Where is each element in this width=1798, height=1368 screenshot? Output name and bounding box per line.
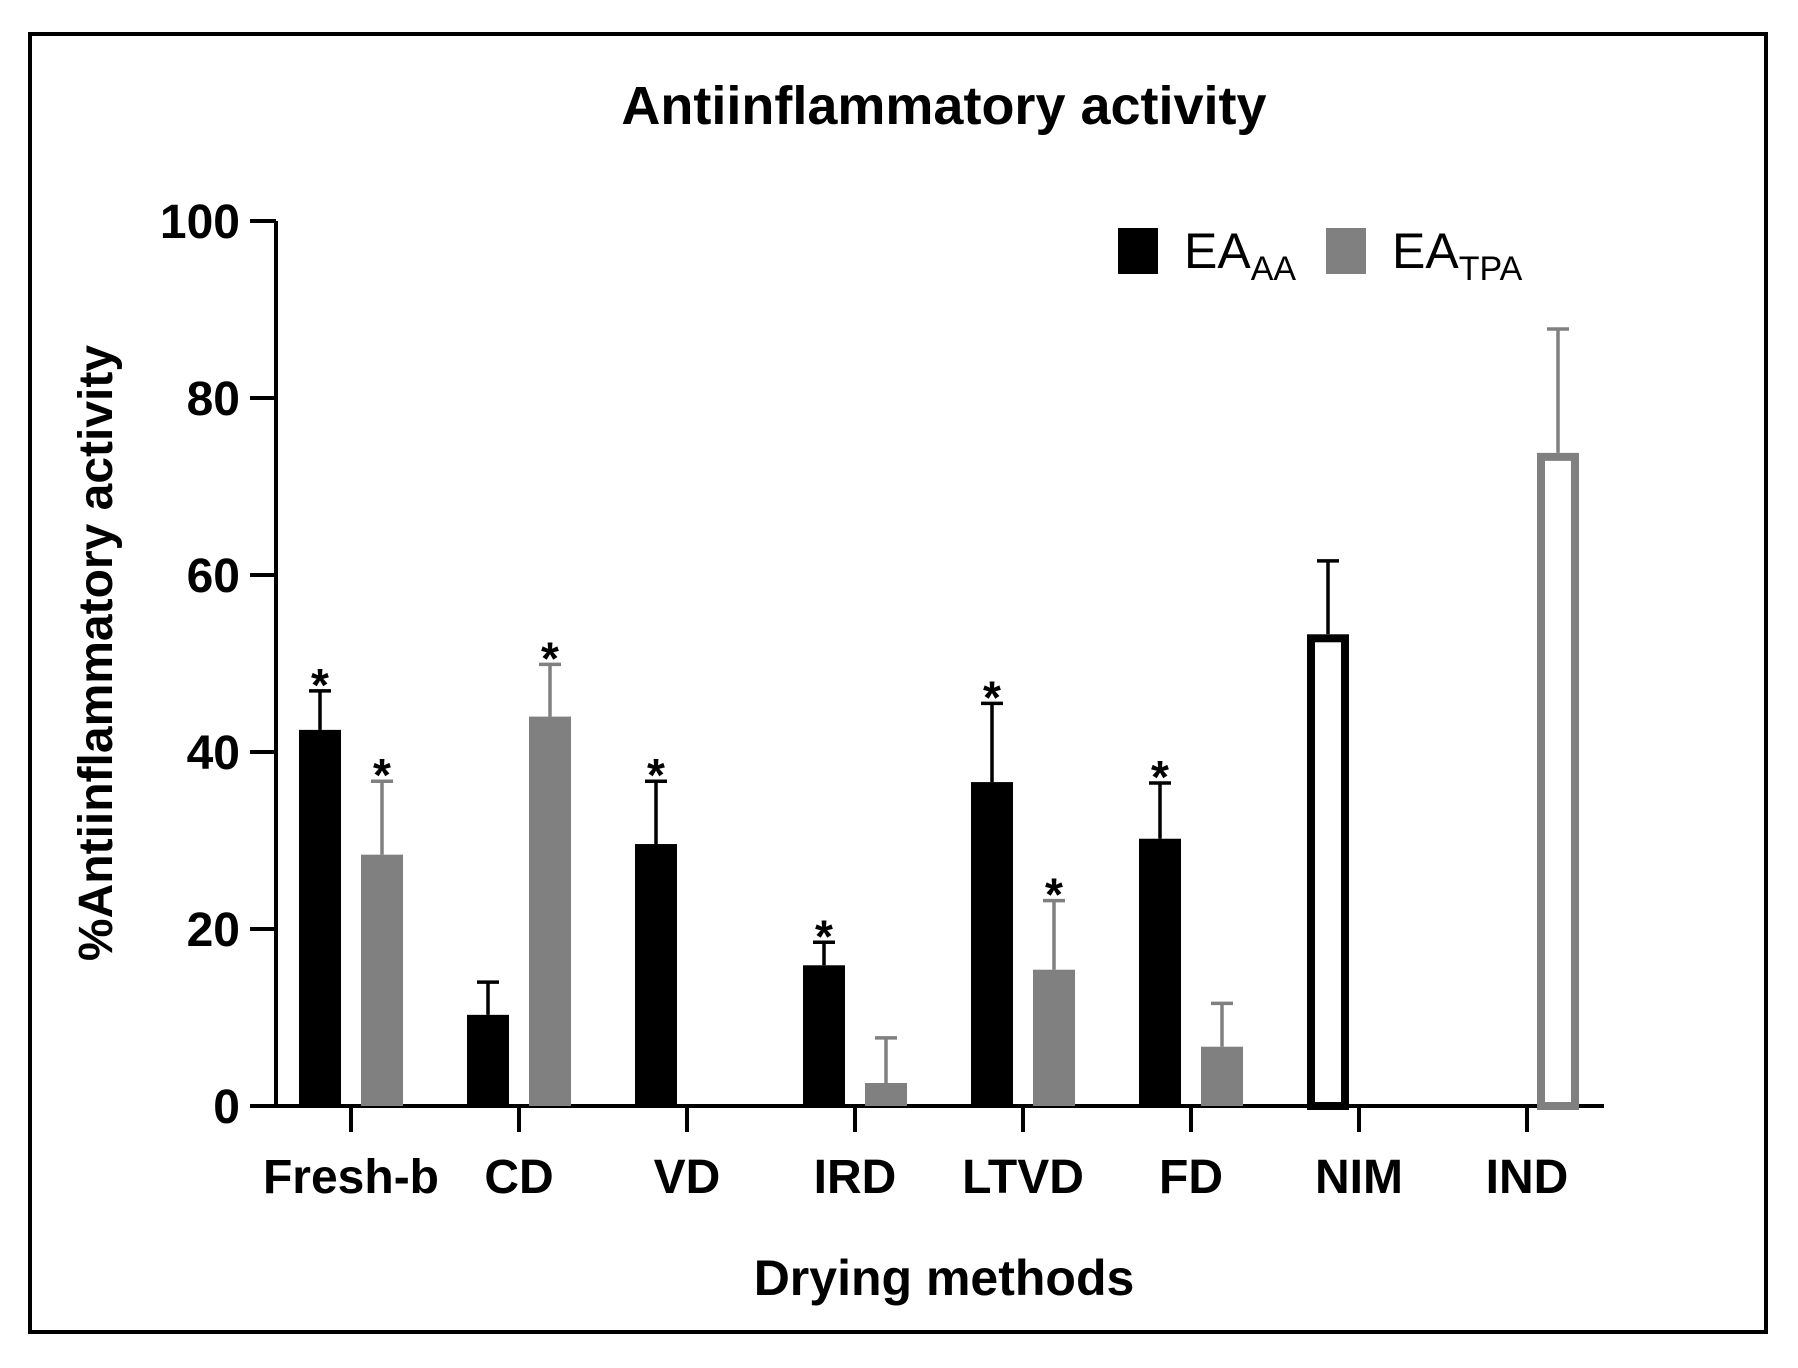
x-tick-label-vd: VD	[654, 1151, 721, 1204]
bar-tpa-cd-significance: *	[541, 632, 559, 684]
bar-aa-fresh-b	[299, 729, 341, 1106]
x-tick-label-ltvd: LTVD	[962, 1151, 1084, 1204]
x-tick-label-cd: CD	[484, 1151, 553, 1204]
bar-tpa-ltvd-significance: *	[1045, 869, 1063, 921]
bar-tpa-fresh-b-significance: *	[373, 749, 391, 801]
legend-swatch-aa	[1118, 228, 1158, 274]
x-tick-label-fd: FD	[1159, 1151, 1223, 1204]
bar-aa-vd	[635, 844, 677, 1106]
chart-frame	[28, 32, 1768, 1334]
bar-aa-fd-significance: *	[1151, 751, 1169, 803]
y-tick-label: 100	[160, 196, 240, 249]
y-axis-label: %Antiinflammatory activity	[70, 345, 123, 961]
bar-tpa-ltvd	[1033, 969, 1075, 1106]
bar-aa-ltvd-significance: *	[983, 671, 1001, 723]
bar-aa-vd-significance: *	[647, 749, 665, 801]
y-tick-label: 0	[213, 1081, 240, 1134]
legend-swatch-tpa	[1326, 228, 1366, 274]
x-axis-label: Drying methods	[754, 1250, 1135, 1306]
bar-tpa-fd	[1201, 1046, 1243, 1106]
x-tick-label-ind: IND	[1486, 1151, 1569, 1204]
bar-aa-cd	[467, 1014, 509, 1106]
bar-aa-fresh-b-significance: *	[311, 659, 329, 711]
y-tick-label: 80	[187, 373, 240, 426]
bar-aa-ird	[803, 965, 845, 1106]
legend: EAAA EATPA	[1118, 223, 1523, 288]
x-tick-label-fresh-b: Fresh-b	[263, 1151, 439, 1204]
bar-aa-ird-significance: *	[815, 910, 833, 962]
bar-tpa-fresh-b	[361, 854, 403, 1106]
x-tick-label-ird: IRD	[814, 1151, 897, 1204]
bar-control-nim	[1307, 634, 1349, 1110]
bar-aa-ltvd	[971, 782, 1013, 1106]
legend-label-aa: EAAA	[1184, 223, 1296, 288]
bar-control-ind	[1537, 452, 1579, 1110]
bar-tpa-ird	[865, 1082, 907, 1106]
y-tick-label: 40	[187, 727, 240, 780]
chart-title: Antiinflammatory activity	[621, 76, 1266, 136]
bar-aa-fd	[1139, 838, 1181, 1106]
legend-label-tpa: EATPA	[1392, 223, 1523, 288]
x-tick-label-nim: NIM	[1315, 1151, 1403, 1204]
y-tick-label: 20	[187, 904, 240, 957]
bar-tpa-cd	[529, 716, 571, 1106]
y-tick-label: 60	[187, 550, 240, 603]
